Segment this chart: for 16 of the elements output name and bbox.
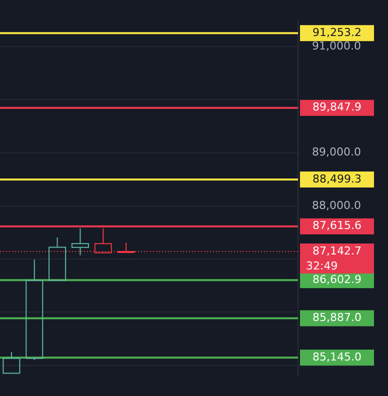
text: 32:49 bbox=[306, 259, 338, 272]
candlestick bbox=[2, 352, 20, 374]
y-tick-label: 88,000.0 bbox=[312, 198, 361, 212]
y-tick-label: 89,000.0 bbox=[312, 146, 361, 159]
ref-line-label: 88,499.3 bbox=[312, 172, 362, 186]
candlestick bbox=[71, 228, 89, 256]
ref-line-label: 87,142.7 bbox=[312, 244, 362, 258]
ref-line-label: 86,602.9 bbox=[312, 273, 362, 286]
ref-line-label: 91,253.2 bbox=[312, 26, 362, 40]
candlestick bbox=[48, 236, 66, 281]
candlestick bbox=[26, 259, 44, 360]
ref-line-label: 89,847.9 bbox=[312, 100, 362, 114]
ref-line-label: 85,145.0 bbox=[312, 350, 362, 364]
ref-line-label: 85,887.0 bbox=[312, 311, 362, 324]
ref-line-label: 87,615.6 bbox=[312, 219, 362, 232]
y-tick-label: 91,000.0 bbox=[312, 39, 361, 52]
